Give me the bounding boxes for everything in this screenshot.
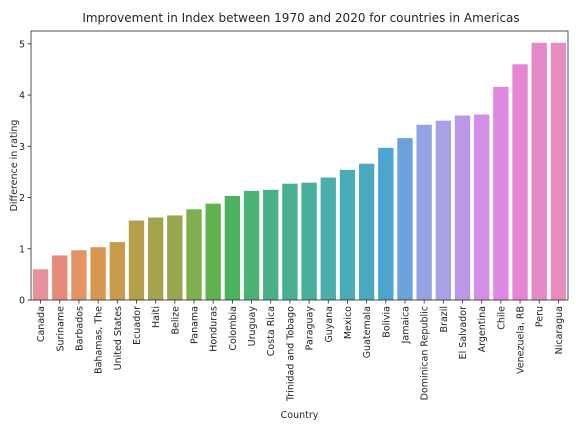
y-tick-label: 5 [19,39,25,50]
y-axis: 0 1 2 3 4 5 [19,39,31,307]
bar-venezuela-rb [512,64,528,300]
x-tick-label: Chile [496,306,507,330]
x-axis-label: Country [281,410,319,421]
bar-argentina [474,114,490,300]
bar-guatemala [358,163,375,300]
x-tick-label: Mexico [343,306,354,339]
bar-bahamas-the [90,247,106,300]
bar-chile [493,86,509,301]
bar-peru [531,42,547,301]
x-tick-label: Guyana [324,306,335,343]
x-tick-label: Panama [190,306,201,344]
bar-mexico [339,169,356,300]
x-tick-label: Trinidad and Tobago [285,306,296,402]
y-tick-label: 2 [19,193,25,204]
x-tick-label: Haiti [151,306,162,328]
x-tick-label: Paraguay [305,306,316,351]
y-axis-label: Difference in rating [9,120,20,212]
x-tick-label: Belize [170,306,181,335]
bar-haiti [147,217,164,300]
bar-bolivia [378,147,394,300]
x-tick-label: Bahamas, The [94,306,105,374]
bar-jamaica [397,138,413,300]
bar-belize [167,215,183,300]
x-tick-label: Nicaragua [554,306,565,354]
bar-costa-rica [263,189,279,300]
x-tick-label: El Salvador [458,306,469,359]
bar-united-states [109,242,125,300]
bar-paraguay [301,182,317,300]
y-tick-label: 0 [19,296,25,307]
x-tick-label: Brazil [439,306,450,333]
bar-canada [32,269,49,300]
x-tick-label: Uruguay [247,306,258,347]
plot-frame [30,30,569,301]
x-tick-label: Canada [36,306,47,342]
x-tick-label: Suriname [55,306,66,352]
x-axis: Canada Suriname Barbados Bahamas, The United… [36,300,565,402]
bar-el-salvador [454,115,471,301]
x-tick-label: Honduras [209,306,220,352]
y-tick-label: 3 [19,142,25,153]
bar-dominican-republic [416,124,432,300]
bar-trinidad-and-tobago [282,183,298,300]
y-tick-label: 1 [19,244,25,255]
bar-nicaragua [550,42,567,301]
x-tick-label: Dominican Republic [420,306,431,400]
bars-group [32,42,567,301]
bar-brazil [435,120,452,301]
x-tick-label: Costa Rica [266,306,277,356]
bar-colombia [224,195,241,300]
x-tick-label: Guatemala [362,306,373,358]
bar-honduras [205,203,221,300]
bar-panama [186,209,202,300]
x-tick-label: Colombia [228,306,239,351]
bar-uruguay [243,190,260,300]
x-tick-label: Peru [535,306,546,327]
bar-ecuador [128,220,145,300]
chart-title: Improvement in Index between 1970 and 20… [82,11,519,25]
bar-suriname [52,255,68,300]
x-tick-label: United States [113,306,124,370]
bar-barbados [71,250,87,300]
x-tick-label: Ecuador [132,306,143,345]
x-tick-label: Bolivia [381,306,392,338]
y-tick-label: 4 [19,91,25,102]
bar-guyana [320,177,336,300]
x-tick-label: Jamaica [400,306,411,344]
x-tick-label: Venezuela, RB [516,306,527,374]
x-tick-label: Barbados [74,306,85,351]
x-tick-label: Argentina [477,306,488,352]
